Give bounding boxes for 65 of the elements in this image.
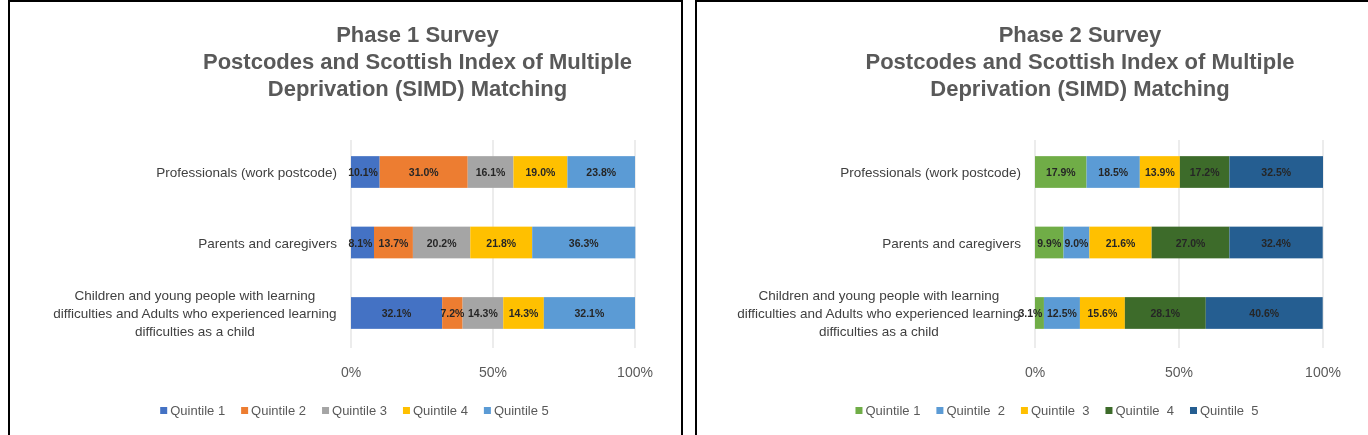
legend-label: Quintile 5 bbox=[1199, 403, 1259, 418]
data-label: 40.6% bbox=[1249, 306, 1280, 319]
data-label: 20.2% bbox=[426, 236, 458, 249]
y-tick-label: Professionals (work postcode) bbox=[840, 165, 1021, 181]
bar bbox=[1124, 297, 1206, 329]
y-tick-label: Children and young people with learning difficulties and Adults who experienced learning difficulties as a child bbox=[53, 287, 337, 339]
y-tick-label: Parents and caregivers bbox=[198, 235, 338, 251]
data-label: 17.9% bbox=[1045, 166, 1077, 179]
legend-label: Quintile 1 bbox=[865, 403, 921, 418]
data-label: 27.0% bbox=[1175, 236, 1207, 249]
x-tick-label: 50% bbox=[1164, 364, 1194, 380]
data-label: 32.1% bbox=[381, 306, 413, 319]
bar bbox=[513, 156, 568, 188]
x-tick-label: 50% bbox=[478, 364, 508, 380]
y-tick-label: Parents and caregivers bbox=[882, 235, 1022, 251]
bar bbox=[1229, 156, 1323, 188]
legend-label: Quintile 4 bbox=[412, 403, 468, 418]
bar bbox=[379, 156, 468, 188]
y-tick-label: Children and young people with learning difficulties and Adults who experienced learning difficulties as a child bbox=[737, 287, 1021, 339]
legend-label: Quintile 5 bbox=[493, 403, 549, 418]
data-label: 15.6% bbox=[1087, 306, 1118, 319]
bar bbox=[1179, 156, 1230, 188]
legend-label: Quintile 3 bbox=[332, 403, 387, 418]
data-label: 21.8% bbox=[486, 236, 517, 249]
legend-label: Quintile 1 bbox=[170, 403, 226, 418]
data-label: 32.5% bbox=[1261, 166, 1292, 179]
bar bbox=[1086, 156, 1140, 188]
data-label: 9.9% bbox=[1037, 236, 1062, 249]
chart-title: Phase 2 Survey Postcodes and Scottish Index of Multiple Deprivation (SIMD) Matching bbox=[865, 22, 1295, 101]
bar bbox=[1229, 226, 1323, 259]
data-label: 28.1% bbox=[1150, 306, 1181, 319]
x-tick-label: 100% bbox=[617, 364, 653, 380]
data-label: 9.0% bbox=[1064, 236, 1090, 249]
data-label: 32.1% bbox=[574, 306, 605, 319]
legend-label: Quintile 2 bbox=[946, 403, 1005, 418]
data-label: 17.2% bbox=[1189, 166, 1221, 179]
data-label: 32.4% bbox=[1261, 236, 1292, 249]
chart-title: Phase 1 Survey Postcodes and Scottish Index of Multiple Deprivation (SIMD) Matching bbox=[202, 22, 633, 101]
data-label: 21.6% bbox=[1105, 236, 1137, 249]
data-label: 13.7% bbox=[378, 236, 409, 249]
bar bbox=[543, 297, 635, 329]
data-label: 16.1% bbox=[475, 166, 507, 179]
data-label: 31.0% bbox=[408, 166, 440, 179]
x-tick-label: 0% bbox=[1024, 364, 1046, 380]
legend-label: Quintile 2 bbox=[251, 403, 307, 418]
data-label: 18.5% bbox=[1098, 166, 1129, 179]
bar bbox=[351, 297, 443, 329]
data-label: 23.8% bbox=[586, 166, 617, 179]
legend-label: Quintile 4 bbox=[1115, 403, 1175, 418]
bar bbox=[567, 156, 635, 188]
legend-label: Quintile 3 bbox=[1030, 403, 1090, 418]
bar bbox=[1089, 226, 1152, 259]
data-label: 19.0% bbox=[525, 166, 556, 179]
data-label: 14.3% bbox=[468, 306, 499, 319]
bar bbox=[1151, 226, 1230, 259]
bar bbox=[1035, 156, 1087, 188]
data-label: 36.3% bbox=[568, 236, 600, 249]
x-tick-label: 100% bbox=[1305, 364, 1341, 380]
bar bbox=[532, 226, 636, 259]
data-label: 13.9% bbox=[1144, 166, 1176, 179]
data-label: 14.3% bbox=[508, 306, 540, 319]
y-tick-label: Professionals (work postcode) bbox=[156, 165, 337, 181]
data-label: 12.5% bbox=[1047, 306, 1078, 319]
x-tick-label: 0% bbox=[340, 364, 362, 380]
bar bbox=[1205, 297, 1323, 329]
